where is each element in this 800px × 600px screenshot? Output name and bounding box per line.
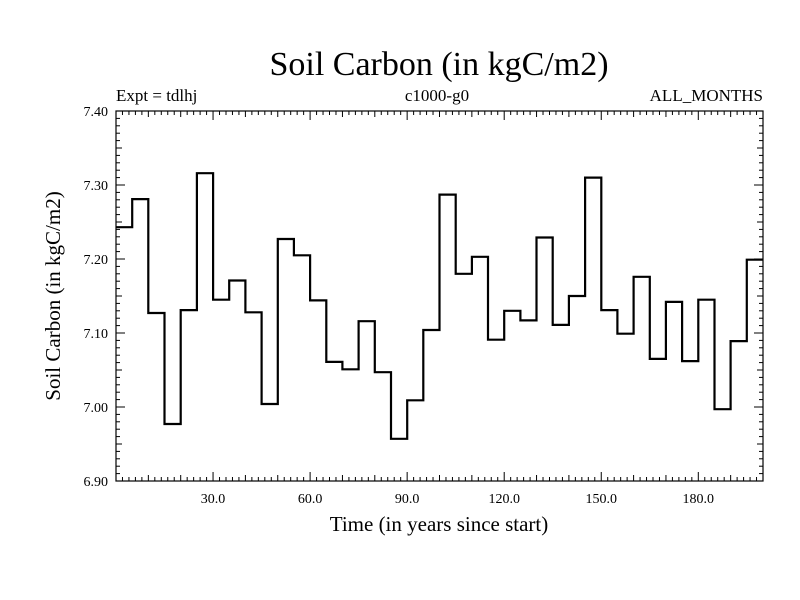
series-line bbox=[116, 172, 763, 440]
y-axis: 6.90 7.00 7.10 7.20 7.30 7.40 bbox=[84, 105, 763, 490]
x-tick-label: 180.0 bbox=[683, 492, 715, 507]
y-tick-label: 7.20 bbox=[84, 253, 109, 268]
y-tick-label: 7.00 bbox=[84, 401, 109, 416]
y-tick-label: 7.10 bbox=[84, 327, 109, 342]
x-tick-label: 120.0 bbox=[488, 492, 520, 507]
plot-frame bbox=[115, 110, 764, 482]
x-tick-label: 60.0 bbox=[298, 492, 323, 507]
chart-title: Soil Carbon (in kgC/m2) bbox=[269, 46, 608, 83]
x-axis: 30.0 60.0 90.0 120.0 150.0 180.0 bbox=[115, 111, 764, 507]
x-tick-label: 30.0 bbox=[201, 492, 226, 507]
y-axis-label: Soil Carbon (in kgC/m2) bbox=[41, 191, 65, 400]
y-tick-label: 7.40 bbox=[84, 105, 109, 120]
y-tick-label: 7.30 bbox=[84, 179, 109, 194]
x-tick-label: 150.0 bbox=[586, 492, 618, 507]
x-tick-label: 90.0 bbox=[395, 492, 420, 507]
months-label: ALL_MONTHS bbox=[650, 86, 763, 105]
run-label: c1000-g0 bbox=[405, 86, 469, 105]
experiment-label: Expt = tdlhj bbox=[116, 86, 197, 105]
y-tick-label: 6.90 bbox=[84, 475, 109, 490]
x-axis-label: Time (in years since start) bbox=[330, 512, 549, 536]
